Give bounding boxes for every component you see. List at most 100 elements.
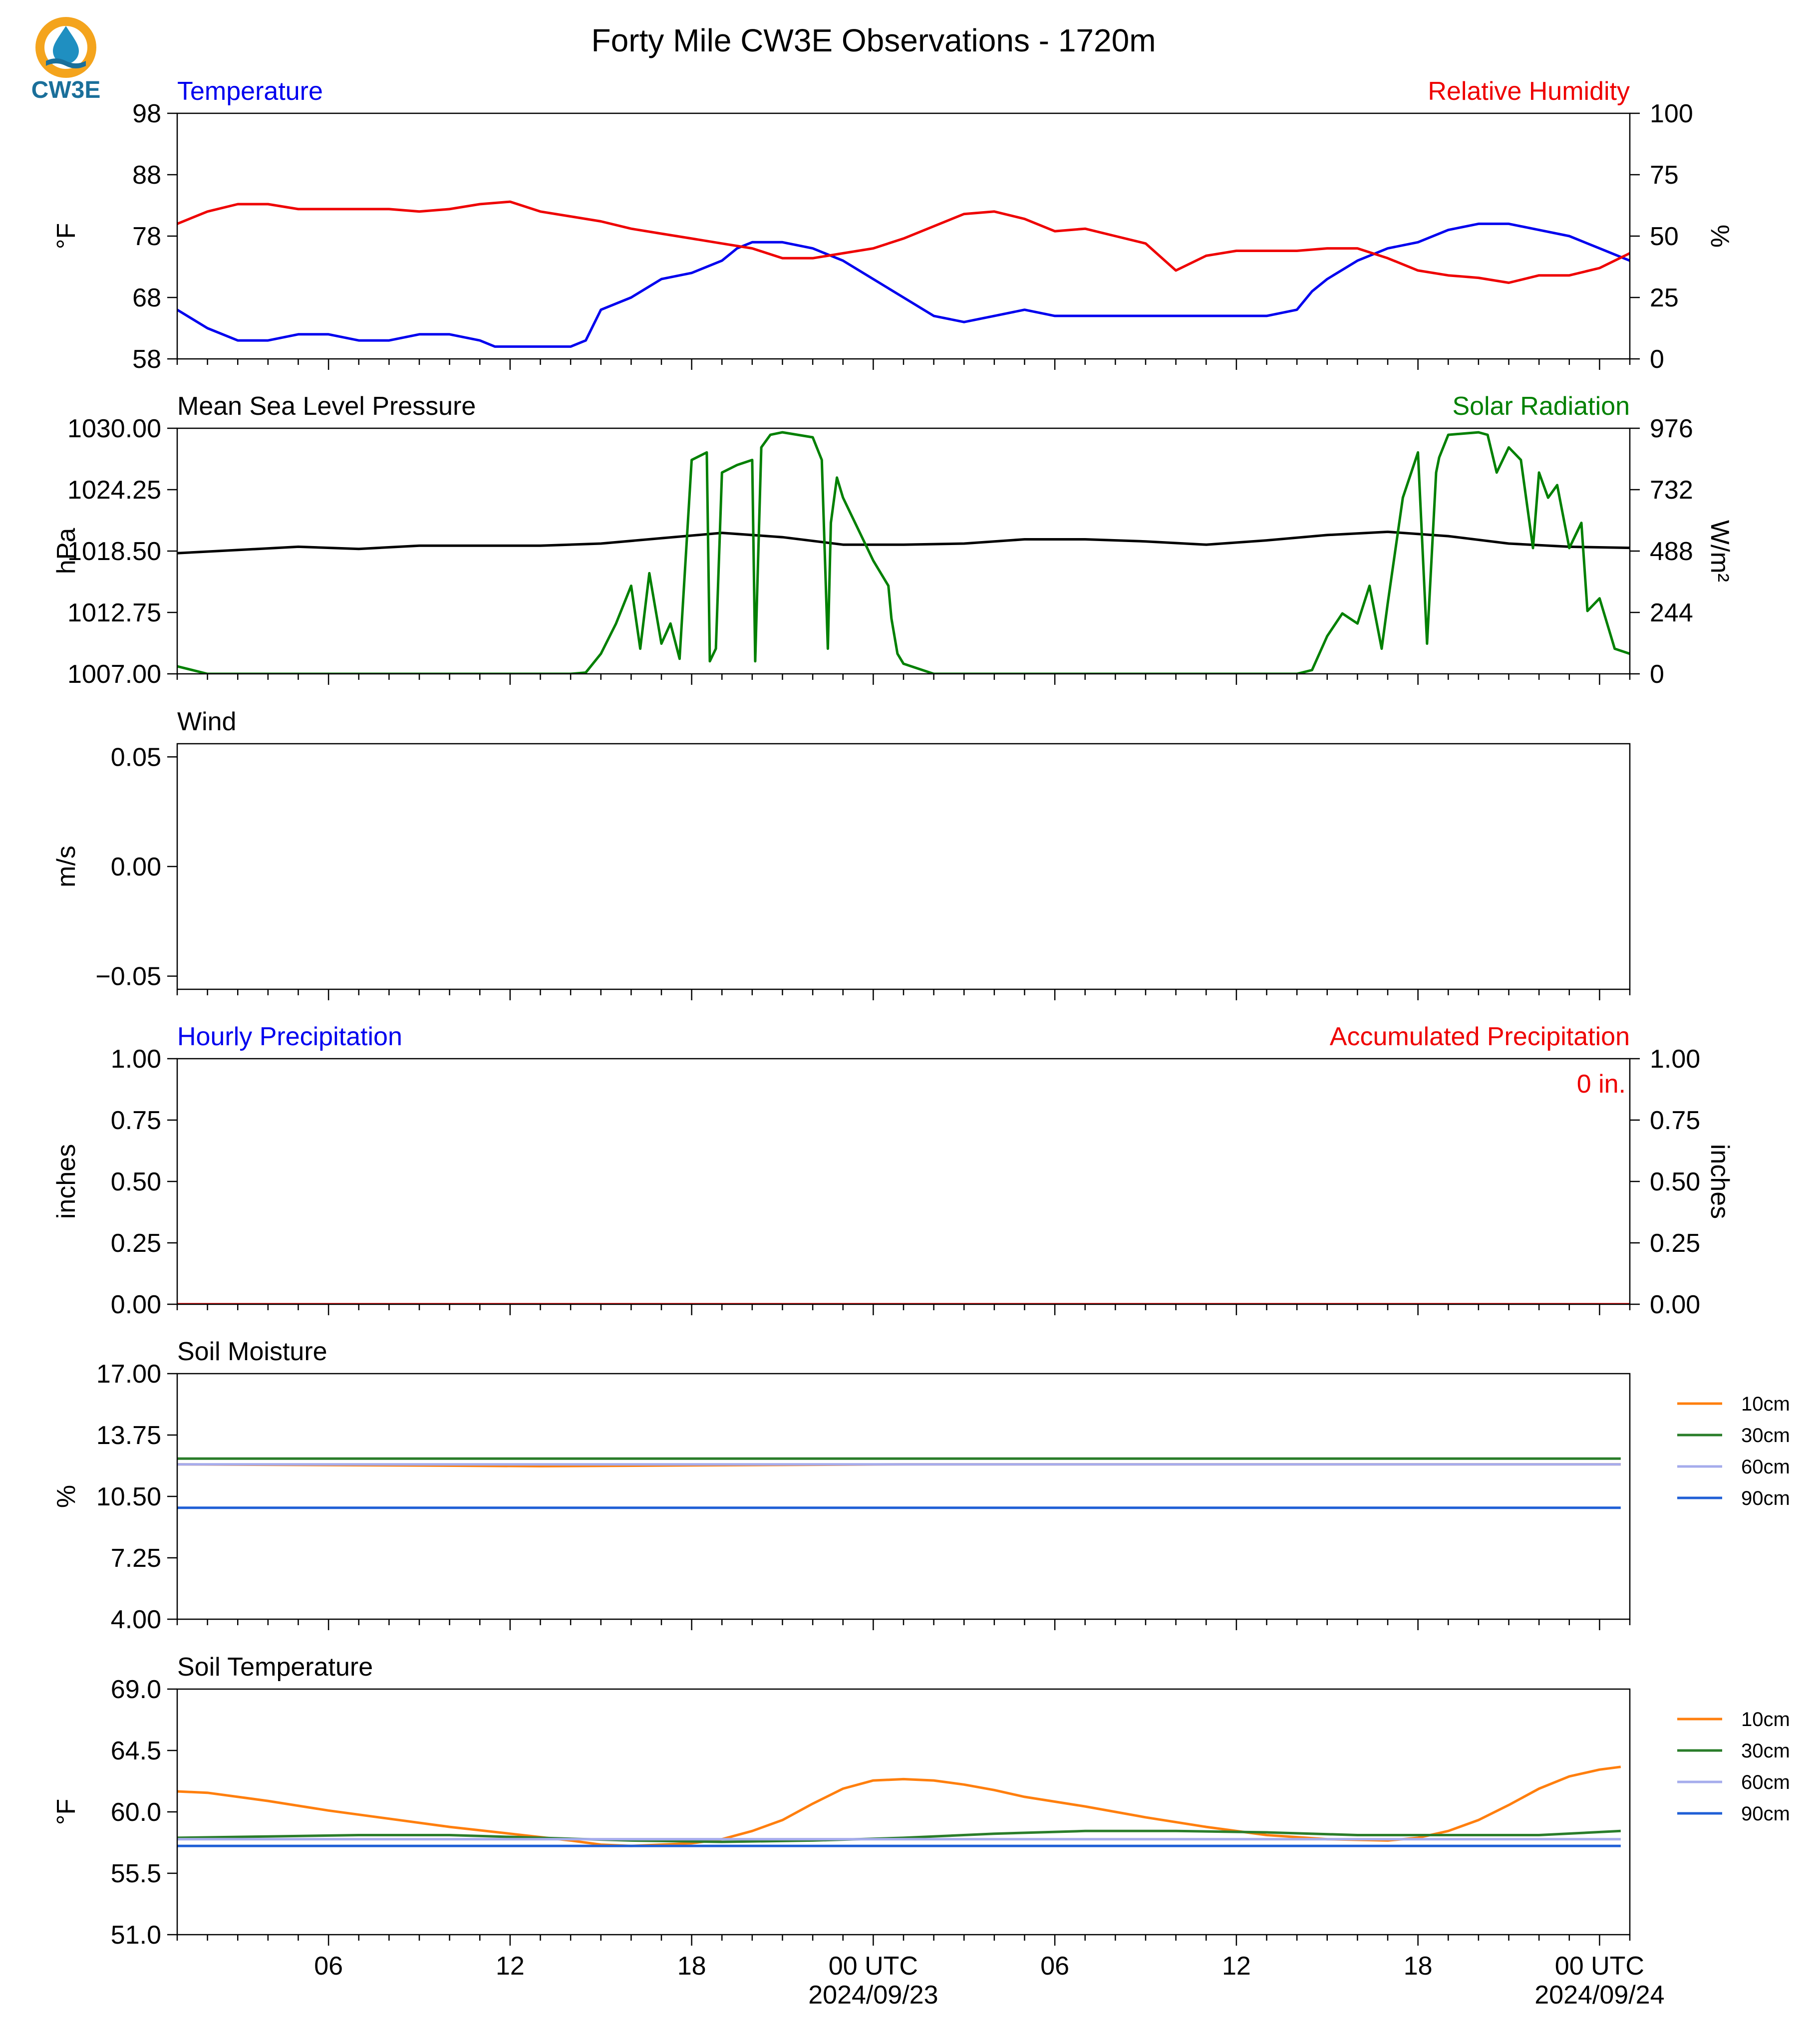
y-tick-label: 0.00 [111, 853, 161, 881]
y-axis-label: hPa [52, 528, 81, 575]
droplet-icon [53, 26, 79, 64]
y-right-tick-label: 1.00 [1650, 1045, 1700, 1074]
series-line-mean-sea-level-pressure [177, 531, 1630, 555]
y-tick-label: 98 [132, 99, 161, 128]
x-tick-label: 12 [496, 1952, 525, 1981]
series-group [177, 1765, 1621, 1847]
x-date-label: 2024/09/24 [1534, 1981, 1664, 2010]
x-tick-label: 12 [1222, 1952, 1251, 1981]
y-tick-label: 1030.00 [67, 414, 161, 443]
wave-icon [46, 58, 86, 68]
legend-label-10cm: 10cm [1741, 1709, 1790, 1731]
y-right-tick-label: 75 [1650, 161, 1679, 190]
y-axis-label: inches [52, 1144, 81, 1219]
cw3e-logo: CW3E [31, 17, 101, 103]
y-right-tick-label: 100 [1650, 99, 1693, 128]
x-tick-label: 18 [1404, 1952, 1433, 1981]
legend: 10cm 30cm 60cm 90cm [1677, 1393, 1790, 1509]
chart-panels: Temperature Relative Humidity 58 68 78 88 98 0 2… [52, 77, 1790, 2010]
legend-label-30cm: 30cm [1741, 1425, 1790, 1447]
y-right-tick-label: 0.50 [1650, 1167, 1700, 1196]
panel-title-left: Temperature [177, 77, 323, 106]
panel-title-left: Mean Sea Level Pressure [177, 392, 476, 421]
y-right-tick-label: 0.25 [1650, 1229, 1700, 1258]
y-tick-label: 1012.75 [67, 598, 161, 627]
annotation-label: 0 in. [1577, 1070, 1626, 1099]
panel-title-right: Accumulated Precipitation [1330, 1022, 1630, 1051]
y-axis-label: m/s [52, 846, 81, 887]
y-tick-label: 60.0 [111, 1798, 161, 1827]
series-line-temperature [177, 222, 1630, 348]
panel-wind: Wind −0.05 0.00 0.05 m/s [52, 707, 1631, 1000]
y-axis-label: °F [52, 223, 81, 250]
y-tick-label: 1007.00 [67, 660, 161, 689]
legend-label-10cm: 10cm [1741, 1393, 1790, 1415]
plot-frame [176, 743, 1631, 990]
y-tick-label: 88 [132, 161, 161, 190]
panel-title-right: Relative Humidity [1428, 77, 1630, 106]
logo-text: CW3E [31, 77, 101, 103]
y-axis-label-right: % [1705, 225, 1734, 248]
chart-title: Forty Mile CW3E Observations - 1720m [592, 22, 1156, 58]
y-tick-label: 1018.50 [67, 537, 161, 566]
panel-title-left: Soil Moisture [177, 1337, 327, 1366]
y-tick-label: 1024.25 [67, 476, 161, 505]
y-tick-label: 7.25 [111, 1544, 161, 1573]
legend: 10cm 30cm 60cm 90cm [1677, 1709, 1790, 1825]
logo-ring [35, 17, 96, 78]
panel-mean-sea-level-pressure: Mean Sea Level Pressure Solar Radiation 10… [52, 392, 1734, 689]
plot-frame [176, 427, 1631, 675]
x-date-label: 2024/09/23 [808, 1981, 938, 2010]
y-tick-label: 69.0 [111, 1675, 161, 1704]
y-right-tick-label: 488 [1650, 537, 1693, 566]
y-right-tick-label: 244 [1650, 598, 1693, 627]
panel-title-left: Hourly Precipitation [177, 1022, 402, 1051]
y-right-tick-label: 0.75 [1650, 1106, 1700, 1135]
series-line-10cm [177, 1765, 1621, 1847]
x-tick-label: 18 [677, 1952, 706, 1981]
y-axis-label-right: W/m² [1705, 520, 1734, 582]
series-group [177, 200, 1630, 348]
legend-label-60cm: 60cm [1741, 1456, 1790, 1478]
y-tick-label: 58 [132, 345, 161, 374]
y-right-tick-label: 0 [1650, 660, 1664, 689]
y-tick-label: 4.00 [111, 1605, 161, 1634]
series-group [177, 1457, 1621, 1509]
y-tick-label: 0.50 [111, 1167, 161, 1196]
y-tick-label: 51.0 [111, 1921, 161, 1950]
series-line-30cm [177, 1829, 1621, 1843]
y-right-tick-label: 0 [1650, 345, 1664, 374]
panel-soil-moisture: Soil Moisture 4.00 7.25 10.50 13.75 17.00% 10c… [52, 1337, 1790, 1634]
y-tick-label: 64.5 [111, 1737, 161, 1765]
x-tick-label: 00 UTC [1555, 1952, 1644, 1981]
y-tick-label: 0.05 [111, 743, 161, 772]
plot-frame [176, 1688, 1631, 1936]
y-tick-label: 10.50 [96, 1482, 161, 1511]
panel-temperature: Temperature Relative Humidity 58 68 78 88 98 0 2… [52, 77, 1734, 374]
y-tick-label: 0.00 [111, 1290, 161, 1319]
panel-title-left: Soil Temperature [177, 1653, 373, 1682]
series-group [177, 431, 1630, 674]
series-line-relative-humidity [177, 200, 1630, 284]
panel-title-left: Wind [177, 707, 236, 736]
y-tick-label: 17.00 [96, 1360, 161, 1389]
panel-soil-temperature: Soil Temperature 51.0 55.5 60.0 64.5 69.0 °F 10… [52, 1653, 1790, 2010]
x-tick-label: 06 [314, 1952, 343, 1981]
y-right-tick-label: 976 [1650, 414, 1693, 443]
panel-title-right: Solar Radiation [1452, 392, 1630, 421]
legend-label-60cm: 60cm [1741, 1771, 1790, 1793]
x-tick-label: 00 UTC [829, 1952, 918, 1981]
y-right-tick-label: 25 [1650, 284, 1679, 312]
y-tick-label: 55.5 [111, 1859, 161, 1888]
series-line-solar-radiation [177, 431, 1630, 674]
plot-frame [176, 112, 1631, 360]
y-tick-label: −0.05 [95, 962, 161, 991]
y-tick-label: 1.00 [111, 1045, 161, 1074]
x-tick-label: 06 [1040, 1952, 1069, 1981]
y-right-tick-label: 0.00 [1650, 1290, 1700, 1319]
y-tick-label: 68 [132, 284, 161, 312]
y-axis-label-right: inches [1705, 1144, 1734, 1219]
y-tick-label: 78 [132, 222, 161, 251]
y-right-tick-label: 50 [1650, 222, 1679, 251]
